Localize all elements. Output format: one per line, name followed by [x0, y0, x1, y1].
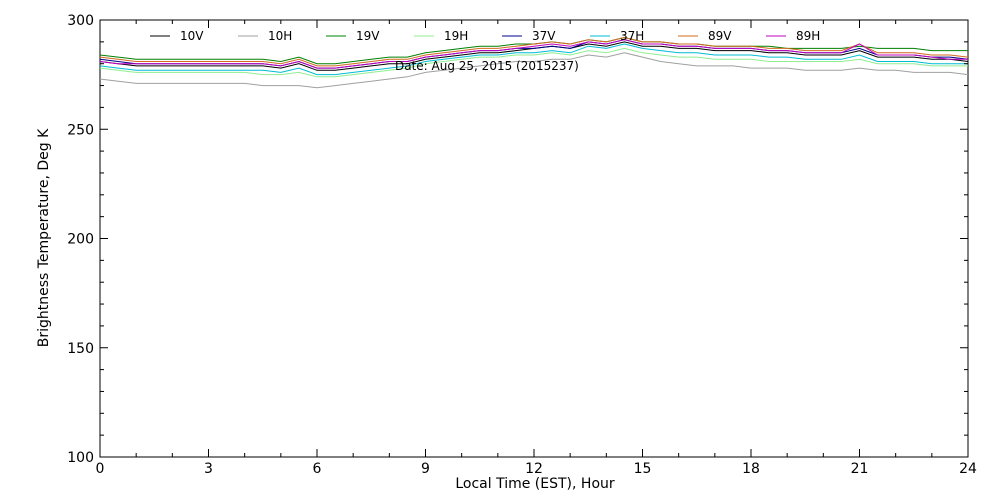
y-tick-label: 150: [67, 341, 94, 357]
axes: 0 3 6 9 12 15 18 21 24 100 150 200 250 300: [67, 13, 977, 477]
legend-label-10v: 10V: [180, 29, 204, 43]
x-tick-label: 0: [96, 461, 105, 477]
x-tick-label: 6: [313, 461, 322, 477]
series-line-37h: [99, 43, 968, 76]
y-tick-label: 250: [67, 122, 94, 138]
legend-label-10h: 10H: [268, 29, 292, 43]
series-lines: [99, 36, 969, 89]
series-line-10h: [99, 52, 969, 89]
series-line-89v: [99, 36, 969, 67]
x-tick-label: 21: [851, 461, 869, 477]
legend-label-89h: 89H: [796, 29, 820, 43]
legend-label-19h: 19H: [444, 29, 468, 43]
plot-area: [99, 19, 969, 458]
legend-label-19v: 19V: [356, 29, 380, 43]
series-line-89h: [99, 39, 968, 69]
x-tick-label: 3: [204, 461, 213, 477]
legend-label-37h: 37H: [620, 29, 644, 43]
x-axis-title: Local Time (EST), Hour: [455, 476, 615, 492]
date-annotation: Date: Aug 25, 2015 (2015237): [395, 59, 579, 73]
x-tick-label: 9: [421, 461, 430, 477]
legend-label-89v: 89V: [708, 29, 732, 43]
x-tick-label: 18: [742, 461, 760, 477]
series-line-19h: [99, 47, 968, 78]
x-tick-label: 24: [959, 461, 977, 477]
y-axis-title: Brightness Temperature, Deg K: [36, 128, 52, 347]
legend-label-37v: 37V: [532, 29, 556, 43]
x-tick-label: 12: [525, 461, 543, 477]
y-tick-label: 300: [67, 13, 94, 29]
plot-frame: [99, 19, 969, 458]
legend: 10V 10H 19V 19H 37V 37H 89V 89H: [150, 29, 820, 43]
y-tick-label: 200: [67, 232, 94, 248]
y-tick-label: 100: [67, 450, 94, 466]
x-tick-label: 15: [634, 461, 652, 477]
